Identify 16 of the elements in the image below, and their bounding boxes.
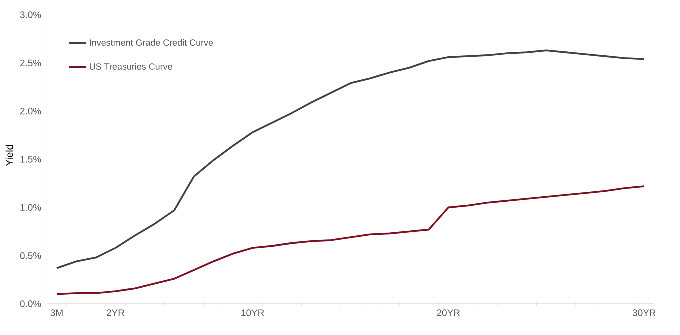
y-tick-label: 2.0% (20, 108, 42, 115)
y-tick-label: 0.5% (20, 252, 42, 260)
y-tick-label: 0.0% (20, 300, 42, 308)
y-axis-title: Yield (6, 145, 14, 166)
x-tick-label: 20YR (437, 310, 460, 316)
x-tick-label: 2YR (107, 310, 125, 316)
legend-label: Investment Grade Credit Curve (90, 39, 214, 46)
y-tick-label: 1.5% (20, 156, 42, 163)
y-tick-label: 2.5% (20, 60, 42, 67)
legend-label: US Treasuries Curve (90, 63, 172, 70)
x-tick-label: 30YR (632, 310, 656, 316)
y-tick-label: 1.0% (20, 204, 42, 212)
x-tick-label: 10YR (242, 310, 264, 316)
x-tick-label: 3M (50, 310, 63, 316)
y-tick-label: 3.0% (20, 12, 42, 18)
line-series (56, 50, 646, 270)
